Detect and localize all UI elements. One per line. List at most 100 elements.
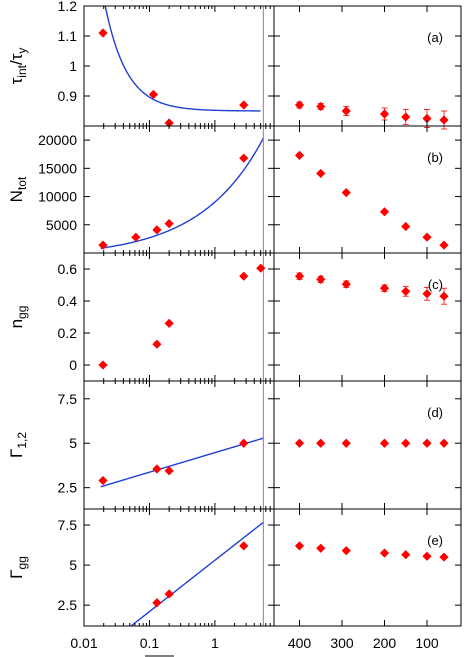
- label-main: Γ: [7, 569, 26, 578]
- energy-data-point: [131, 232, 141, 242]
- energy-data-point: [148, 89, 159, 100]
- x-tick-label: 300: [330, 635, 354, 651]
- x-tick-label: 0.1: [140, 635, 160, 651]
- energy-data-point: [98, 475, 108, 486]
- centrality-data-point: [316, 274, 326, 284]
- y-tick-label: 1.1: [58, 28, 78, 44]
- panel-tag: (c): [428, 277, 443, 292]
- fit-curve: [100, 137, 264, 249]
- y-tick-label: 0.6: [58, 261, 78, 277]
- label-subscript: gg: [15, 556, 29, 569]
- centrality-data-point: [294, 541, 305, 551]
- energy-data-point: [239, 271, 249, 281]
- label-subscript: gg: [15, 306, 29, 319]
- panel-tag: (a): [427, 30, 443, 45]
- energy-data-point: [239, 100, 249, 110]
- panel-tag: (d): [427, 405, 443, 420]
- energy-data-point: [152, 225, 162, 235]
- y-tick-label: 15000: [38, 160, 77, 176]
- centrality-data-point: [341, 188, 351, 198]
- centrality-data-point: [316, 101, 326, 112]
- centrality-data-point: [379, 548, 390, 558]
- label-main: Γ: [7, 449, 26, 458]
- y-tick-label: 1: [69, 58, 77, 74]
- y-tick-label: 10000: [38, 189, 77, 205]
- y-tick-label: 0.4: [58, 293, 78, 309]
- y-axis-title: ngg: [7, 306, 29, 329]
- y-tick-label: 0.9: [58, 88, 78, 104]
- x-tick-label: 400: [288, 635, 312, 651]
- centrality-data-point: [379, 109, 390, 119]
- centrality-data-point: [401, 286, 411, 296]
- centrality-data-point: [439, 115, 449, 125]
- label-subscript: tot: [15, 176, 29, 190]
- left-panel-frame: [83, 252, 275, 382]
- label-main: n: [7, 319, 26, 328]
- x-tick-label: 1: [211, 635, 219, 651]
- energy-data-point: [239, 438, 249, 448]
- right-panel-frame: [273, 125, 462, 254]
- label-subscript: int: [15, 64, 29, 77]
- centrality-data-point: [341, 279, 351, 289]
- right-panel-frame: [273, 508, 462, 627]
- panel-tag: (e): [427, 533, 443, 548]
- centrality-data-point: [422, 551, 432, 561]
- centrality-data-point: [341, 106, 351, 116]
- fit-curves: [100, 6, 264, 626]
- energy-data-point: [239, 153, 249, 163]
- label-main: τ: [7, 77, 26, 84]
- energy-data-point: [164, 466, 174, 476]
- x-tick-label: 0.01: [70, 635, 97, 651]
- energy-data-point: [256, 263, 266, 273]
- centrality-data-point: [439, 552, 449, 562]
- fit-curve: [129, 521, 264, 626]
- centrality-data-point: [401, 438, 411, 448]
- centrality-data-point: [316, 438, 326, 448]
- left-panel-frame: [83, 125, 275, 254]
- y-tick-label: 7.5: [58, 517, 78, 533]
- energy-data-point: [152, 464, 162, 474]
- centrality-data-point: [439, 291, 449, 301]
- x-tick-label: 200: [373, 635, 397, 651]
- fit-curve: [100, 437, 264, 488]
- centrality-data-point: [439, 438, 449, 448]
- centrality-data-point: [379, 207, 390, 217]
- energy-data-point: [152, 339, 162, 349]
- centrality-data-point: [422, 438, 432, 448]
- centrality-data-point: [401, 550, 411, 560]
- y-tick-label: 0: [69, 357, 77, 373]
- left-panel-frame: [83, 508, 275, 627]
- energy-data-point: [164, 589, 174, 599]
- y-axis-title: τint/τy: [7, 48, 29, 85]
- centrality-data-point: [422, 113, 432, 124]
- centrality-data-point: [341, 438, 351, 448]
- y-tick-label: 1.2: [58, 0, 78, 14]
- right-panel-frame: [273, 252, 462, 382]
- energy-data-point: [98, 28, 108, 38]
- energy-data-point: [239, 541, 249, 551]
- centrality-data-point: [401, 112, 411, 122]
- y-tick-label: 7.5: [58, 391, 78, 407]
- y-axis-title: Γ1,2: [7, 432, 29, 458]
- y-axis-title: Γgg: [7, 556, 29, 579]
- y-tick-label: 5: [69, 435, 77, 451]
- panel-tag: (b): [427, 150, 443, 165]
- centrality-data-point: [379, 438, 390, 448]
- fit-curve: [104, 6, 261, 112]
- x-tick-label: 100: [415, 635, 439, 651]
- y-tick-label: 20000: [38, 132, 77, 148]
- y-axis-title: Ntot: [7, 176, 29, 202]
- energy-data-point: [98, 240, 108, 250]
- centrality-data-point: [294, 271, 305, 281]
- centrality-data-point: [401, 221, 411, 232]
- panel-frames: [83, 5, 462, 627]
- centrality-data-point: [422, 289, 432, 299]
- energy-data-point: [164, 219, 174, 229]
- centrality-data-point: [294, 100, 305, 110]
- label-subscript: y: [15, 48, 29, 54]
- label-main: N: [7, 190, 26, 202]
- centrality-data-point: [316, 543, 326, 553]
- energy-data-point: [164, 318, 174, 328]
- centrality-data-point: [379, 283, 390, 293]
